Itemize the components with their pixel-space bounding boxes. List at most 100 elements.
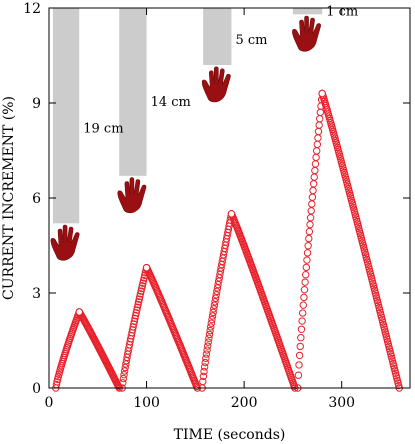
data-point bbox=[203, 342, 212, 350]
data-point bbox=[200, 363, 209, 371]
y-tick-label: 3 bbox=[32, 286, 41, 302]
data-point bbox=[309, 186, 317, 195]
data-point bbox=[211, 294, 220, 302]
data-point bbox=[316, 108, 325, 117]
data-point bbox=[304, 242, 312, 250]
data-point bbox=[131, 311, 140, 320]
data-point bbox=[306, 220, 314, 229]
data-point bbox=[119, 374, 128, 383]
data-point bbox=[298, 309, 307, 317]
data-point bbox=[202, 354, 210, 362]
data-point bbox=[210, 305, 218, 313]
data-point bbox=[213, 287, 221, 296]
distance-label: 5 cm bbox=[235, 33, 267, 48]
data-point bbox=[212, 291, 220, 299]
hand-icon bbox=[50, 224, 80, 261]
data-point bbox=[302, 271, 310, 279]
data-point bbox=[300, 286, 309, 294]
y-tick-label: 9 bbox=[32, 96, 41, 112]
data-point bbox=[207, 323, 215, 331]
data-point bbox=[209, 308, 217, 317]
data-point bbox=[131, 314, 139, 323]
annotation-labels: 19 cm 14 cm 5 cm 1 cm bbox=[83, 5, 358, 137]
data-point bbox=[133, 303, 142, 311]
data-point bbox=[214, 280, 222, 289]
data-point bbox=[309, 180, 318, 188]
data-point bbox=[308, 200, 316, 208]
data-point bbox=[315, 121, 323, 129]
distance-label: 14 cm bbox=[151, 95, 191, 110]
distance-bars bbox=[52, 8, 323, 224]
data-point bbox=[213, 284, 222, 292]
data-point bbox=[294, 371, 303, 379]
data-point bbox=[130, 320, 138, 328]
x-tick-label: 200 bbox=[231, 395, 258, 411]
data-point bbox=[308, 193, 317, 201]
data-point bbox=[202, 350, 211, 358]
data-point bbox=[206, 326, 214, 335]
hand-icon bbox=[292, 15, 322, 52]
y-tick-label: 12 bbox=[23, 1, 41, 17]
data-point bbox=[201, 358, 209, 367]
data-point bbox=[297, 325, 306, 333]
data-point bbox=[199, 377, 207, 386]
data-point bbox=[300, 293, 308, 302]
data-point bbox=[306, 214, 315, 222]
data-point bbox=[119, 379, 127, 387]
data-point bbox=[299, 301, 307, 309]
data-point bbox=[305, 234, 313, 243]
data-point bbox=[316, 115, 324, 123]
y-tick-label: 6 bbox=[32, 191, 41, 207]
data-point bbox=[295, 351, 304, 360]
data-point bbox=[313, 140, 322, 149]
data-point bbox=[132, 309, 140, 317]
data-point bbox=[135, 295, 143, 303]
distance-bar bbox=[292, 8, 323, 15]
data-point bbox=[313, 147, 321, 155]
data-point bbox=[207, 319, 216, 327]
peak-point bbox=[142, 263, 151, 272]
data-point bbox=[314, 127, 323, 136]
data-point bbox=[312, 153, 320, 162]
data-point bbox=[136, 290, 145, 298]
data-point bbox=[211, 298, 219, 306]
data-point bbox=[200, 367, 208, 376]
data-point bbox=[120, 367, 129, 375]
x-tick-label: 0 bbox=[45, 395, 54, 411]
x-axis-title: TIME (seconds) bbox=[174, 427, 286, 443]
data-point bbox=[121, 363, 129, 372]
distance-bar bbox=[119, 8, 147, 176]
data-point bbox=[302, 263, 311, 272]
ticks: 0 100 200 300 0 3 6 9 12 bbox=[23, 1, 410, 411]
x-tick-label: 300 bbox=[328, 395, 355, 411]
x-tick-label: 100 bbox=[133, 395, 160, 411]
data-point bbox=[208, 315, 216, 324]
data-point bbox=[208, 312, 217, 320]
data-point bbox=[298, 317, 306, 325]
data-point bbox=[120, 370, 128, 379]
data-point bbox=[311, 160, 320, 168]
data-point bbox=[210, 301, 219, 309]
data-point bbox=[297, 334, 305, 342]
data-point bbox=[130, 317, 139, 325]
data-point bbox=[296, 342, 304, 351]
data-point bbox=[204, 338, 212, 346]
data-point bbox=[133, 306, 141, 314]
peak-point bbox=[75, 308, 83, 316]
series-points bbox=[52, 89, 403, 392]
data-point bbox=[134, 300, 142, 309]
data-point bbox=[305, 227, 314, 236]
data-point bbox=[303, 249, 312, 257]
data-point bbox=[310, 173, 318, 181]
data-point bbox=[134, 298, 143, 306]
data-point bbox=[205, 334, 213, 342]
y-axis-title: CURRENT INCREMENT (%) bbox=[1, 96, 17, 300]
distance-label: 1 cm bbox=[326, 5, 358, 20]
hand-icon bbox=[201, 66, 231, 103]
peak-point bbox=[227, 210, 236, 218]
data-point bbox=[307, 207, 315, 215]
data-point bbox=[301, 278, 309, 286]
data-point bbox=[203, 346, 211, 354]
